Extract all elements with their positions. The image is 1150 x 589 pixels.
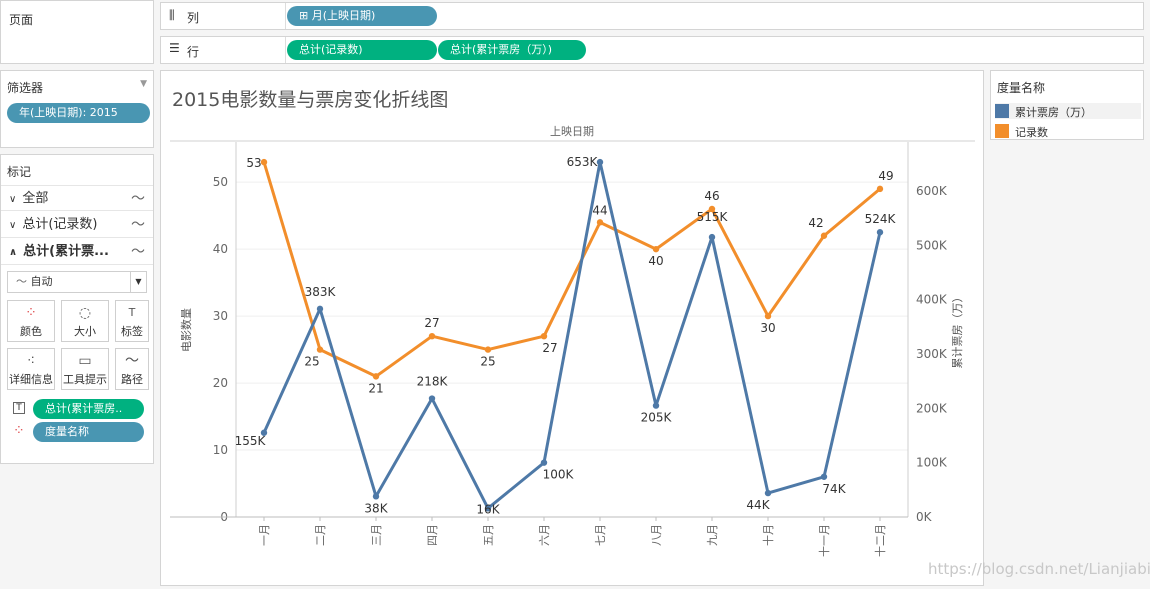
size-card[interactable]: ◌ 大小 (61, 300, 109, 342)
marks-row-boxoffice-label: 总计(累计票... (23, 244, 109, 259)
legend-title: 度量名称 (997, 81, 1046, 95)
marks-all-row[interactable]: ∨ 全部 〜 (1, 185, 153, 211)
size-card-label: 大小 (74, 325, 96, 338)
color-card-label: 颜色 (20, 325, 42, 338)
color-field-pill[interactable]: 度量名称 (33, 422, 144, 442)
size-icon: ◌ (78, 305, 92, 321)
chevron-down-icon: ∨ (9, 194, 17, 205)
line-mark-icon: 〜 (131, 244, 145, 260)
path-card[interactable]: 〜路径 (115, 348, 149, 390)
columns-month-pill[interactable]: ⊞ 月(上映日期) (287, 6, 437, 26)
legend-item[interactable]: 累计票房（万） (995, 103, 1141, 119)
color-dots-small-icon: ⁘ (13, 423, 25, 439)
chevron-up-icon: ∧ (9, 247, 18, 258)
expand-plus-icon: ⊞ (299, 9, 312, 22)
marks-row-boxoffice[interactable]: ∧ 总计(累计票... 〜 (1, 239, 153, 265)
rows-boxoffice-pill[interactable]: 总计(累计票房（万）) (438, 40, 586, 60)
columns-month-pill-label: 月(上映日期) (311, 9, 376, 22)
dropdown-arrow-icon: ▼ (130, 272, 146, 292)
line-icon: 〜 (16, 275, 31, 288)
filter-year-pill[interactable]: 年(上映日期): 2015 (7, 103, 150, 123)
filters-title: 筛选器 (7, 81, 44, 95)
pages-panel: 页面 (0, 0, 154, 64)
watermark: https://blog.csdn.net/Lianjiabin (928, 560, 1150, 578)
color-dots-icon: ⁘ (25, 305, 37, 321)
marks-all-label: 全部 (22, 191, 49, 206)
rows-label: 行 (187, 45, 200, 59)
marks-row-count[interactable]: ∨ 总计(记录数) 〜 (1, 212, 153, 238)
marks-panel: 标记 ∨ 全部 〜 ∨ 总计(记录数) 〜 ∧ 总计(累计票... 〜 〜 自动 ▼ … (0, 154, 154, 464)
pages-title: 页面 (9, 13, 34, 27)
chevron-down-icon: ∨ (9, 220, 17, 231)
legend-panel: 度量名称 累计票房（万） 记录数 (990, 70, 1144, 140)
columns-label: 列 (187, 11, 200, 25)
mark-type-value: 自动 (30, 275, 53, 288)
marks-title: 标记 (7, 165, 32, 179)
text-label-icon: T (128, 306, 136, 319)
rows-count-pill[interactable]: 总计(记录数) (287, 40, 437, 60)
detail-card-label: 详细信息 (9, 373, 53, 386)
legend-swatch-count (995, 124, 1009, 138)
color-card[interactable]: ⁘ 颜色 (7, 300, 55, 342)
legend-item[interactable]: 记录数 (995, 123, 1141, 139)
columns-shelf: ⫼ 列 ⊞ 月(上映日期) (160, 2, 1144, 30)
tooltip-icon: ▭ (78, 353, 92, 369)
marks-row-count-label: 总计(记录数) (22, 217, 98, 232)
filters-panel: 筛选器 ▼ 年(上映日期): 2015 (0, 70, 154, 148)
line-mark-icon: 〜 (131, 217, 145, 233)
label-small-icon: T (13, 402, 25, 414)
label-card-label: 标签 (121, 325, 143, 338)
path-icon: 〜 (125, 353, 139, 369)
path-card-label: 路径 (121, 373, 143, 386)
detail-dots-icon: ⁖ (26, 353, 36, 369)
shelf-divider (285, 37, 286, 63)
line-mark-icon: 〜 (131, 191, 145, 207)
rows-shelf: ☰ 行 总计(记录数) 总计(累计票房（万）) (160, 36, 1144, 64)
tooltip-card-label: 工具提示 (63, 373, 107, 386)
tooltip-card[interactable]: ▭ 工具提示 (61, 348, 109, 390)
legend-label-count: 记录数 (1015, 126, 1048, 139)
shelf-divider (285, 3, 286, 29)
rows-icon: ☰ (169, 41, 180, 55)
legend-label-boxoffice: 累计票房（万） (1015, 106, 1092, 119)
label-field-pill[interactable]: 总计(累计票房.. (33, 399, 144, 419)
label-card[interactable]: T 标签 (115, 300, 149, 342)
chart-panel: 2015电影数量与票房变化折线图 (160, 70, 984, 586)
filters-menu-icon[interactable]: ▼ (140, 79, 147, 89)
mark-type-dropdown[interactable]: 〜 自动 ▼ (7, 271, 147, 293)
chart-title: 2015电影数量与票房变化折线图 (172, 89, 449, 111)
detail-card[interactable]: ⁖ 详细信息 (7, 348, 55, 390)
columns-icon: ⫼ (169, 8, 175, 22)
legend-swatch-boxoffice (995, 104, 1009, 118)
